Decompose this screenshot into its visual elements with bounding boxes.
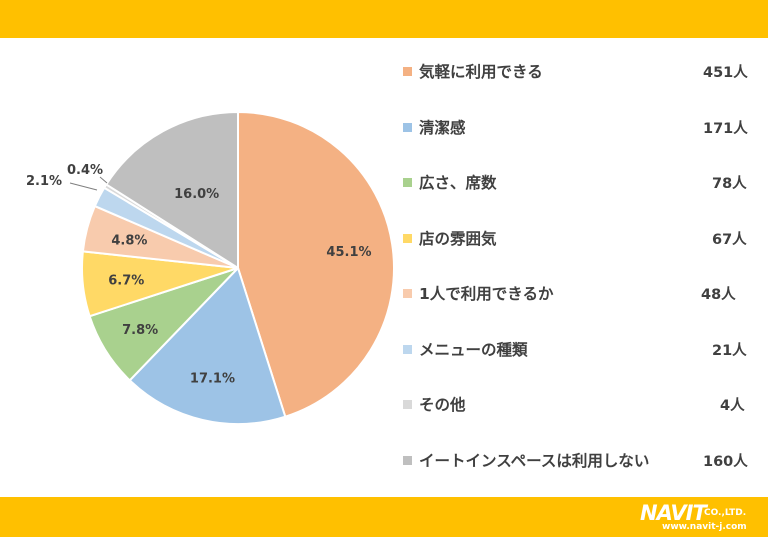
legend-label: イートインスペースは利用しない: [419, 452, 650, 470]
legend-label: 清潔感: [419, 119, 466, 137]
legend-label: 店の雰囲気: [419, 230, 497, 248]
legend-item: イートインスペースは利用しない 160人: [403, 447, 763, 473]
legend-swatch: [403, 122, 412, 132]
legend-count: 160人: [703, 453, 748, 470]
legend-count: 48人: [701, 286, 736, 303]
legend-count: 78人: [712, 175, 747, 192]
legend-item: 1人で利用できるか 48人: [403, 280, 763, 306]
logo-url: www.navit-j.com: [662, 522, 747, 532]
legend-swatch: [403, 177, 412, 187]
legend-swatch: [403, 344, 412, 354]
pie-chart: 45.1% 17.1% 7.8% 6.7% 4.8% 2.1% 0.4% 16.0%: [26, 110, 395, 425]
legend-label: 気軽に利用できる: [419, 63, 543, 81]
legend-item: 店の雰囲気 67人: [403, 225, 763, 251]
legend-item: 広さ、席数 78人: [403, 169, 763, 195]
pie-slice-label: 4.8%: [111, 233, 147, 248]
legend-item: その他 4人: [403, 391, 763, 417]
pie-slice-label: 6.7%: [108, 274, 144, 289]
legend-label: その他: [419, 396, 466, 414]
logo-suffix: CO.,LTD.: [704, 508, 747, 518]
pie-slice: [128, 266, 287, 425]
pie-slice-label: 7.8%: [122, 323, 158, 338]
legend-swatch: [403, 399, 412, 409]
legend-count: 451人: [703, 64, 748, 81]
pie-slice-label: 17.1%: [190, 371, 235, 386]
legend-swatch: [403, 288, 412, 298]
legend-swatch: [403, 455, 412, 465]
legend-count: 171人: [703, 120, 748, 137]
legend-label: 広さ、席数: [419, 174, 497, 192]
pie-slice-label: 45.1%: [326, 245, 371, 260]
logo-wordmark: NAVIT: [640, 501, 707, 525]
company-logo: NAVIT CO.,LTD. www.navit-j.com: [640, 500, 764, 534]
pie-slice-label: 0.4%: [67, 163, 103, 178]
legend-item: メニューの種類 21人: [403, 336, 763, 362]
top-banner: [0, 0, 768, 38]
leader-line: [69, 182, 98, 191]
legend-item: 気軽に利用できる 451人: [403, 58, 763, 84]
pie-slice: [104, 110, 239, 270]
legend-label: 1人で利用できるか: [419, 285, 554, 303]
legend-swatch: [403, 66, 412, 76]
leader-line: [99, 176, 108, 184]
pie-slice-label: 2.1%: [26, 174, 62, 189]
pie-slice-label: 16.0%: [174, 187, 219, 202]
legend-swatch: [403, 233, 412, 243]
bottom-banner: [0, 497, 768, 537]
pie-slice: [237, 110, 395, 418]
legend-count: 67人: [712, 231, 747, 248]
legend-item: 清潔感 171人: [403, 114, 763, 140]
legend-count: 4人: [720, 397, 745, 414]
legend-label: メニューの種類: [419, 341, 528, 359]
legend-count: 21人: [712, 342, 747, 359]
